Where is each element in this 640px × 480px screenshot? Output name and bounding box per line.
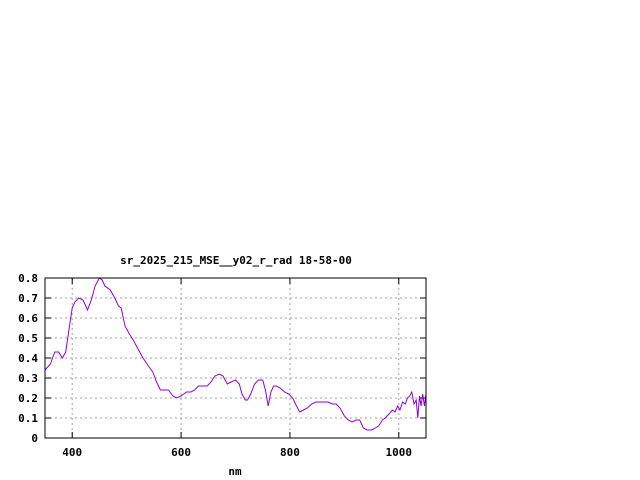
data-series [44,277,427,431]
y-tick-label: 0.6 [18,312,38,325]
y-tick-label: 0 [31,432,38,445]
y-tick-label: 0.5 [18,332,38,345]
series-line [44,277,427,431]
x-tick-label: 400 [62,446,82,459]
y-tick-labels: 0 0.1 0.2 0.3 0.4 0.5 0.6 0.7 0.8 [18,272,38,445]
y-tick-label: 0.7 [18,292,38,305]
y-tick-label: 0.1 [18,412,38,425]
x-axis-label: nm [228,465,242,478]
chart-title: sr_2025_215_MSE__y02_r_rad 18-58-00 [120,254,352,267]
y-tick-label: 0.2 [18,392,38,405]
y-tick-label: 0.4 [18,352,38,365]
plot-frame [44,277,427,439]
x-tick-label: 800 [280,446,300,459]
grid-lines [45,278,426,438]
x-tick-label: 1000 [386,446,413,459]
y-tick-label: 0.8 [18,272,38,285]
x-tick-labels: 400 600 800 1000 [62,446,412,459]
y-tick-label: 0.3 [18,372,38,385]
x-tick-label: 600 [171,446,191,459]
